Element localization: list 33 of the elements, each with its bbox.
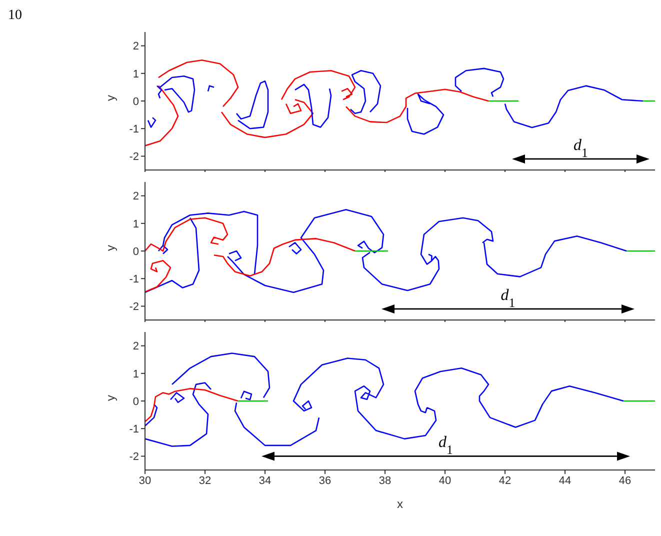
y-tick-label: -1 [129,424,139,436]
y-tick-label: 1 [132,218,139,230]
y-tick-label: -2 [129,451,139,464]
x-tick-label: 40 [438,474,452,487]
x-tick-label: 30 [138,474,152,487]
y-tick-label: 0 [132,396,139,408]
x-tick-label: 46 [618,474,632,487]
y-tick-label: -1 [129,274,139,286]
y-tick-label: -1 [129,124,139,136]
x-tick-label: 38 [378,474,392,487]
annotation: d$_{1}$ [500,286,516,310]
y-tick-label: -2 [129,301,139,314]
y-axis-title: y [103,245,118,251]
y-tick-label: 2 [132,340,139,353]
x-tick-label: 44 [558,474,572,487]
x-axis-title: x [397,497,403,511]
y-tick-label: 1 [132,68,139,80]
y-tick-label: 2 [132,190,139,203]
y-tick-label: 0 [132,96,139,108]
annotation: d$_{1}$ [574,136,588,160]
x-tick-label: 36 [318,474,332,487]
line-series [145,388,239,422]
x-tick-label: 34 [258,474,272,487]
y-tick-label: 0 [132,246,139,258]
text: 10 [8,8,23,25]
y-tick-label: 2 [132,40,139,53]
x-tick-label: 42 [498,474,512,487]
y-tick-label: 1 [132,368,139,380]
y-axis-title: y [103,395,118,401]
annotation: d$_{1}$ [438,434,453,458]
x-tick-label: 32 [198,474,212,487]
y-axis-title: y [103,95,118,101]
y-tick-label: -2 [129,151,139,164]
